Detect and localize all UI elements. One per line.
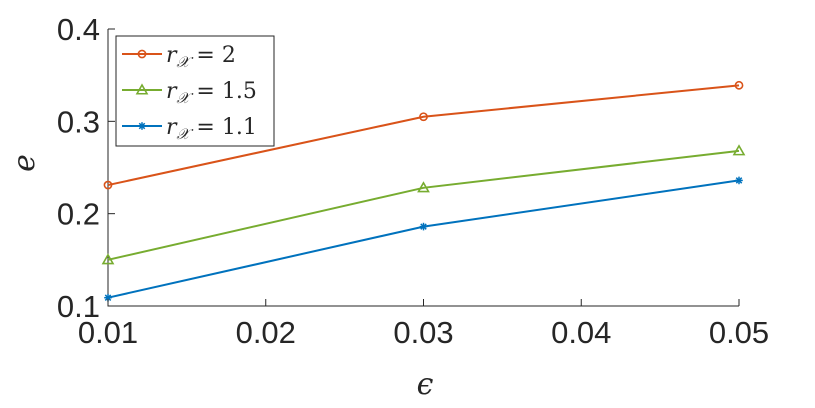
series: [103, 80, 744, 190]
data-point: [734, 80, 744, 90]
x-tick-label: 0.03: [393, 315, 453, 350]
data-point: [732, 144, 746, 156]
series-line: [107, 84, 740, 187]
x-axis-ticks: 0.01 0.02 0.03 0.04 0.05: [78, 299, 769, 350]
y-tick-label: 0.2: [57, 197, 100, 232]
x-tick-label: 0.05: [709, 315, 769, 350]
y-tick-label: 0.1: [57, 289, 100, 324]
legend-label: r𝒳 = 1.5: [166, 79, 257, 107]
y-axis-ticks: 0.1 0.2 0.3 0.4: [57, 12, 115, 324]
data-point: [101, 253, 115, 265]
data-point: [103, 180, 113, 190]
data-point: [735, 176, 743, 185]
legend-entry: r𝒳 = 1.5: [122, 79, 257, 107]
data-point: [419, 222, 428, 231]
data-point: [138, 122, 146, 130]
y-axis-label: e: [7, 154, 42, 172]
legend-label: r𝒳 = 1.1: [166, 115, 257, 143]
legend-entry: r𝒳 = 2: [122, 43, 236, 71]
series: [104, 176, 743, 302]
legend-label: r𝒳 = 2: [166, 43, 236, 71]
data-point: [135, 83, 149, 95]
legend: r𝒳 = 2 r𝒳 = 1.5 r𝒳 = 1.1: [115, 35, 275, 147]
legend-entry: r𝒳 = 1.1: [122, 115, 257, 143]
y-tick-label: 0.4: [57, 12, 100, 47]
data-point: [417, 181, 430, 193]
series-layer: [101, 80, 746, 302]
data-point: [137, 49, 147, 59]
y-tick-label: 0.3: [57, 104, 100, 139]
x-tick-label: 0.04: [551, 315, 611, 350]
series-line: [107, 149, 740, 261]
x-axis-label: ϵ: [417, 367, 434, 402]
x-tick-label: 0.01: [78, 315, 138, 350]
series: [101, 144, 746, 265]
x-tick-label: 0.02: [236, 315, 296, 350]
data-point: [419, 112, 428, 122]
